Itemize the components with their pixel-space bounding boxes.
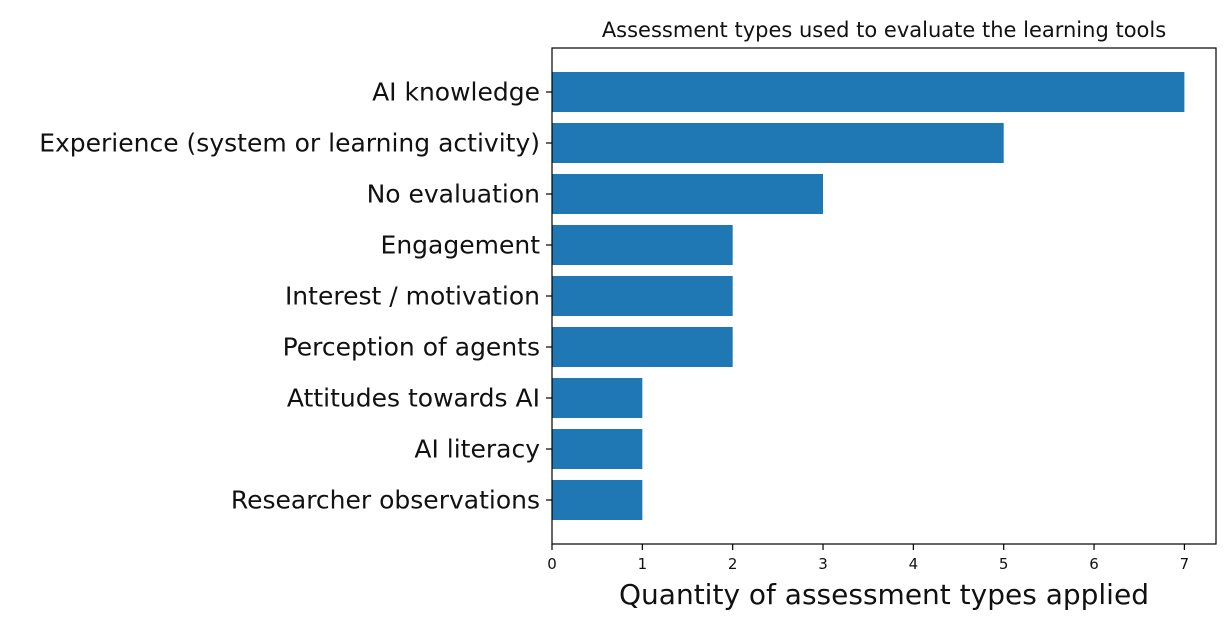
x-axis-label: Quantity of assessment types applied	[619, 578, 1149, 611]
category-label: Engagement	[381, 231, 541, 260]
category-label: AI knowledge	[372, 78, 540, 107]
bar-1	[552, 123, 1004, 163]
category-labels: AI knowledge Experience (system or learni…	[39, 78, 552, 515]
category-label: Researcher observations	[231, 486, 540, 515]
bar-6	[552, 378, 643, 418]
x-axis-ticks: 0 1 2 3 4 5 6 7	[547, 544, 1189, 573]
x-tick-label: 0	[547, 555, 557, 573]
x-tick-label: 7	[1180, 555, 1190, 573]
category-label: Attitudes towards AI	[287, 384, 540, 413]
category-label: Interest / motivation	[285, 282, 540, 311]
x-tick-label: 5	[999, 555, 1009, 573]
x-tick-label: 1	[638, 555, 648, 573]
category-label: No evaluation	[367, 180, 540, 209]
bar-0	[552, 72, 1185, 112]
category-label: AI literacy	[414, 435, 540, 464]
category-label: Perception of agents	[283, 333, 540, 362]
chart-title: Assessment types used to evaluate the le…	[602, 18, 1166, 42]
category-label: Experience (system or learning activity)	[39, 129, 540, 158]
bar-8	[552, 480, 643, 520]
bar-5	[552, 327, 733, 367]
x-tick-label: 3	[818, 555, 828, 573]
bar-7	[552, 429, 643, 469]
bar-3	[552, 225, 733, 265]
bar-2	[552, 174, 824, 214]
x-tick-label: 6	[1089, 555, 1099, 573]
x-tick-label: 4	[909, 555, 919, 573]
bars-layer	[552, 72, 1185, 520]
plot-frame	[551, 47, 1217, 545]
x-tick-label: 2	[728, 555, 738, 573]
bar-4	[552, 276, 733, 316]
